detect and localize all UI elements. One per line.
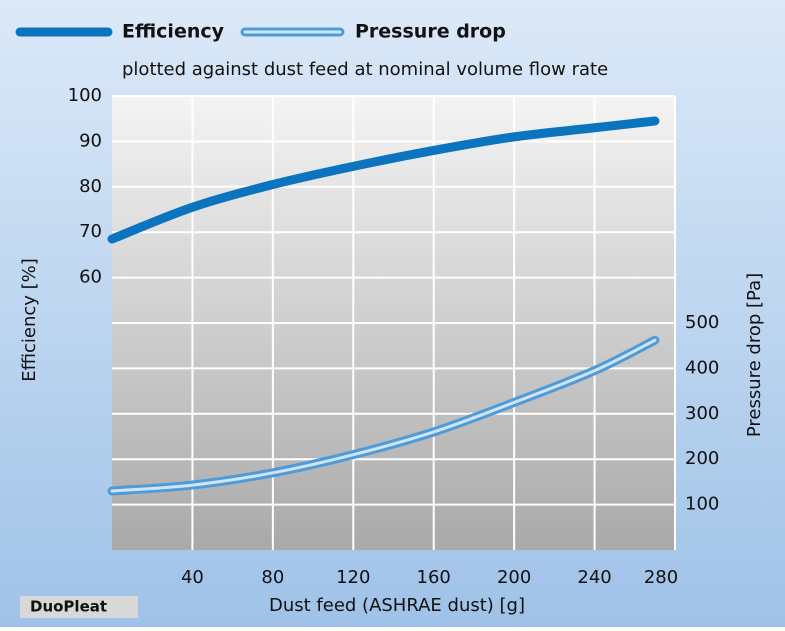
y2-axis-label: Pressure drop [Pa] bbox=[744, 273, 765, 437]
x-tick-label: 160 bbox=[417, 567, 451, 588]
y2-tick-label: 400 bbox=[685, 357, 719, 378]
y-tick-label: 80 bbox=[79, 176, 102, 197]
y2-tick-label: 200 bbox=[685, 448, 719, 469]
y-tick-label: 60 bbox=[79, 267, 102, 288]
y-tick-label: 100 bbox=[68, 85, 102, 106]
badge-box bbox=[20, 596, 138, 618]
x-axis-label: Dust feed (ASHRAE dust) [g] bbox=[269, 595, 525, 616]
x-tick-label: 120 bbox=[336, 567, 370, 588]
series-line bbox=[107, 116, 660, 244]
legend-label: Efficiency bbox=[122, 21, 225, 43]
y-tick-label: 90 bbox=[79, 130, 102, 151]
badge: DuoPleat bbox=[30, 598, 107, 616]
y-tick-label: 70 bbox=[79, 221, 102, 242]
legend-label: Pressure drop bbox=[355, 21, 506, 43]
x-tick-label: 240 bbox=[577, 567, 611, 588]
x-tick-label: 40 bbox=[181, 567, 204, 588]
y2-tick-label: 100 bbox=[685, 494, 719, 515]
x-tick-label: 200 bbox=[497, 567, 531, 588]
series-line-core bbox=[110, 338, 657, 493]
subtitle: plotted against dust feed at nominal vol… bbox=[122, 59, 608, 80]
y2-tick-label: 300 bbox=[685, 403, 719, 424]
y2-tick-label: 500 bbox=[685, 312, 719, 333]
x-tick-label: 280 bbox=[644, 567, 678, 588]
x-tick-label: 80 bbox=[261, 567, 284, 588]
y-axis-label: Efficiency [%] bbox=[19, 258, 40, 382]
